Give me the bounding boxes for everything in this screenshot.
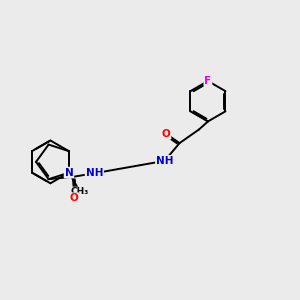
Text: NH: NH: [156, 156, 173, 166]
Text: NH: NH: [85, 168, 103, 178]
Text: CH₃: CH₃: [71, 188, 89, 196]
Text: N: N: [64, 168, 73, 178]
Text: F: F: [204, 76, 211, 86]
Text: O: O: [70, 193, 79, 203]
Text: O: O: [162, 129, 170, 139]
